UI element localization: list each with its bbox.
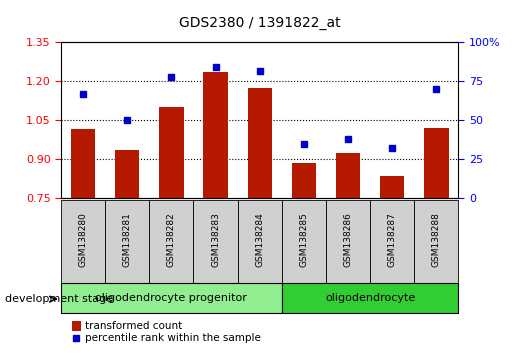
Bar — [71, 130, 95, 198]
Text: percentile rank within the sample: percentile rank within the sample — [85, 333, 261, 343]
Text: GDS2380 / 1391822_at: GDS2380 / 1391822_at — [179, 16, 340, 30]
Bar — [149, 200, 193, 283]
Bar — [159, 107, 183, 198]
Text: GSM138286: GSM138286 — [343, 212, 352, 267]
Bar — [115, 150, 139, 198]
Text: GSM138281: GSM138281 — [123, 212, 131, 267]
Bar — [72, 321, 81, 331]
Text: GSM138283: GSM138283 — [211, 212, 220, 267]
Text: GSM138285: GSM138285 — [299, 212, 308, 267]
Bar — [336, 153, 360, 198]
Text: development stage: development stage — [5, 294, 113, 304]
Text: GSM138284: GSM138284 — [255, 212, 264, 267]
Bar — [326, 200, 370, 283]
Bar — [105, 200, 149, 283]
Text: GSM138280: GSM138280 — [78, 212, 87, 267]
Bar — [204, 72, 228, 198]
Bar — [282, 200, 326, 283]
Text: GSM138288: GSM138288 — [432, 212, 441, 267]
Bar — [380, 176, 404, 198]
Text: GSM138287: GSM138287 — [388, 212, 396, 267]
Bar — [282, 283, 458, 313]
Bar — [292, 163, 316, 198]
Bar — [414, 200, 458, 283]
Bar — [193, 200, 237, 283]
Text: GSM138282: GSM138282 — [167, 212, 176, 267]
Text: oligodendrocyte progenitor: oligodendrocyte progenitor — [95, 293, 248, 303]
Bar — [61, 283, 282, 313]
Bar — [237, 200, 282, 283]
Bar — [248, 88, 272, 198]
Text: oligodendrocyte: oligodendrocyte — [325, 293, 415, 303]
Bar — [370, 200, 414, 283]
Bar — [424, 128, 448, 198]
Text: transformed count: transformed count — [85, 321, 182, 331]
Bar — [61, 200, 105, 283]
